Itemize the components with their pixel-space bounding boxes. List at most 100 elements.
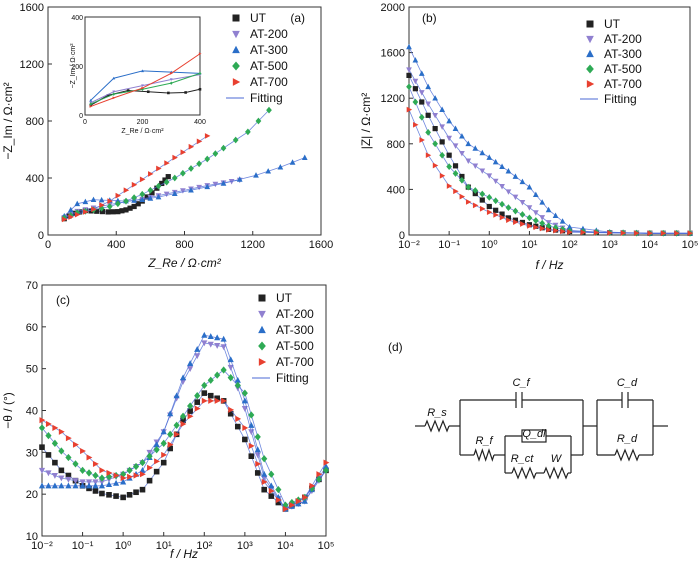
y-axis-label: −θ / (°) [1, 392, 15, 428]
data-point-AT-500 [254, 433, 261, 441]
data-point-AT-200 [187, 366, 194, 373]
data-point-UT [268, 493, 275, 499]
label-w: W [551, 453, 563, 465]
x-tick-label: 10⁻¹ [438, 239, 460, 251]
data-point-AT-300 [512, 173, 519, 179]
data-point-AT-300 [254, 446, 261, 453]
legend-marker-AT-300 [586, 49, 594, 58]
label-rs: R_s [427, 407, 447, 419]
data-point-AT-700 [86, 454, 93, 461]
inset-y-tick: 0 [79, 113, 83, 120]
data-point-AT-500 [412, 98, 419, 106]
data-point-AT-500 [532, 217, 539, 224]
inset-point-AT-700 [170, 71, 173, 75]
data-point-UT [153, 468, 160, 475]
data-point-AT-500 [179, 412, 187, 420]
data-point-UT [92, 488, 99, 494]
inset-x-tick: 200 [137, 119, 149, 126]
legend-label-AT-300: AT-300 [250, 43, 288, 57]
data-point-AT-300 [187, 360, 194, 367]
data-point-AT-200 [180, 188, 186, 194]
data-point-AT-200 [207, 341, 214, 348]
data-point-AT-300 [204, 183, 211, 190]
data-point-AT-300 [499, 163, 505, 169]
data-point-AT-300 [248, 421, 255, 428]
inset-point-AT-500 [112, 92, 116, 96]
inset-point-AT-200 [112, 90, 116, 94]
inset-point-AT-200 [169, 78, 173, 82]
data-point-AT-700 [174, 431, 180, 438]
inset-point-AT-300 [141, 69, 144, 73]
data-point-AT-700 [295, 498, 302, 505]
y-tick-label: 1600 [20, 2, 44, 14]
data-point-AT-200 [519, 199, 526, 206]
data-point-UT [505, 215, 512, 221]
data-point-AT-300 [472, 145, 479, 151]
data-point-AT-300 [65, 482, 72, 489]
inset-point-AT-300 [112, 76, 116, 80]
label-cf: C_f [512, 377, 530, 389]
inset-point-AT-700 [141, 86, 145, 90]
data-point-AT-700 [127, 473, 133, 480]
data-point-UT [105, 209, 111, 215]
data-point-AT-500 [147, 186, 154, 194]
data-point-UT [167, 445, 173, 452]
x-tick-label: 10³ [602, 239, 618, 251]
legend-marker-UT [258, 294, 266, 302]
data-point-AT-500 [131, 194, 137, 202]
data-point-UT [139, 486, 146, 493]
data-point-AT-500 [241, 389, 248, 397]
data-point-AT-300 [432, 95, 439, 101]
data-point-AT-500 [519, 211, 526, 218]
data-point-AT-300 [265, 168, 272, 174]
fit-line-AT-300 [408, 46, 690, 234]
data-point-UT [123, 207, 129, 213]
data-point-AT-700 [419, 137, 425, 143]
data-point-UT [88, 208, 94, 214]
data-point-AT-300 [139, 466, 146, 473]
inset-a: 0 200 400 0 200 400 Z_Re / Ω·cm² −Z_Im / Ω·cm² [70, 15, 206, 135]
data-point-AT-700 [74, 211, 81, 218]
legend-marker-AT-500 [232, 61, 240, 71]
data-point-AT-500 [245, 128, 251, 136]
data-point-AT-700 [221, 397, 228, 404]
data-point-AT-700 [196, 138, 203, 145]
data-point-AT-300 [194, 345, 201, 352]
data-point-AT-700 [92, 460, 99, 467]
data-point-AT-300 [406, 43, 412, 50]
data-point-UT [154, 185, 160, 191]
data-point-UT [412, 86, 418, 92]
data-point-AT-500 [446, 163, 453, 170]
data-point-AT-500 [234, 381, 241, 390]
data-point-AT-200 [98, 479, 106, 486]
y-tick-label: 800 [26, 116, 44, 128]
legend-marker-AT-500 [258, 341, 266, 351]
data-point-AT-500 [204, 155, 211, 163]
x-tick-label: 10¹ [521, 239, 537, 251]
chart-b: 10⁻² 10⁻¹ 10⁰ 10¹ 10² 10³ 10⁴ 10⁵ 0 400 800 1200 160… [359, 2, 698, 272]
data-point-AT-700 [261, 478, 268, 486]
data-point-AT-700 [486, 209, 493, 216]
data-point-AT-700 [533, 224, 539, 231]
data-point-UT [248, 453, 255, 459]
data-point-AT-300 [253, 172, 259, 178]
data-point-AT-500 [139, 190, 146, 198]
data-point-AT-700 [499, 214, 506, 221]
data-point-AT-700 [228, 406, 235, 413]
data-point-AT-200 [439, 124, 446, 130]
data-point-AT-500 [486, 194, 493, 201]
data-point-AT-200 [194, 353, 201, 360]
data-point-AT-700 [167, 441, 174, 448]
data-point-UT [446, 152, 452, 158]
data-point-AT-500 [505, 204, 512, 212]
data-point-AT-300 [459, 133, 465, 139]
data-point-AT-200 [512, 194, 519, 201]
y-tick-label: 400 [387, 184, 405, 196]
data-point-AT-300 [45, 482, 52, 489]
legend-marker-AT-200 [586, 35, 594, 44]
x-tick-label: 10² [562, 239, 578, 251]
data-point-AT-200 [214, 342, 221, 349]
